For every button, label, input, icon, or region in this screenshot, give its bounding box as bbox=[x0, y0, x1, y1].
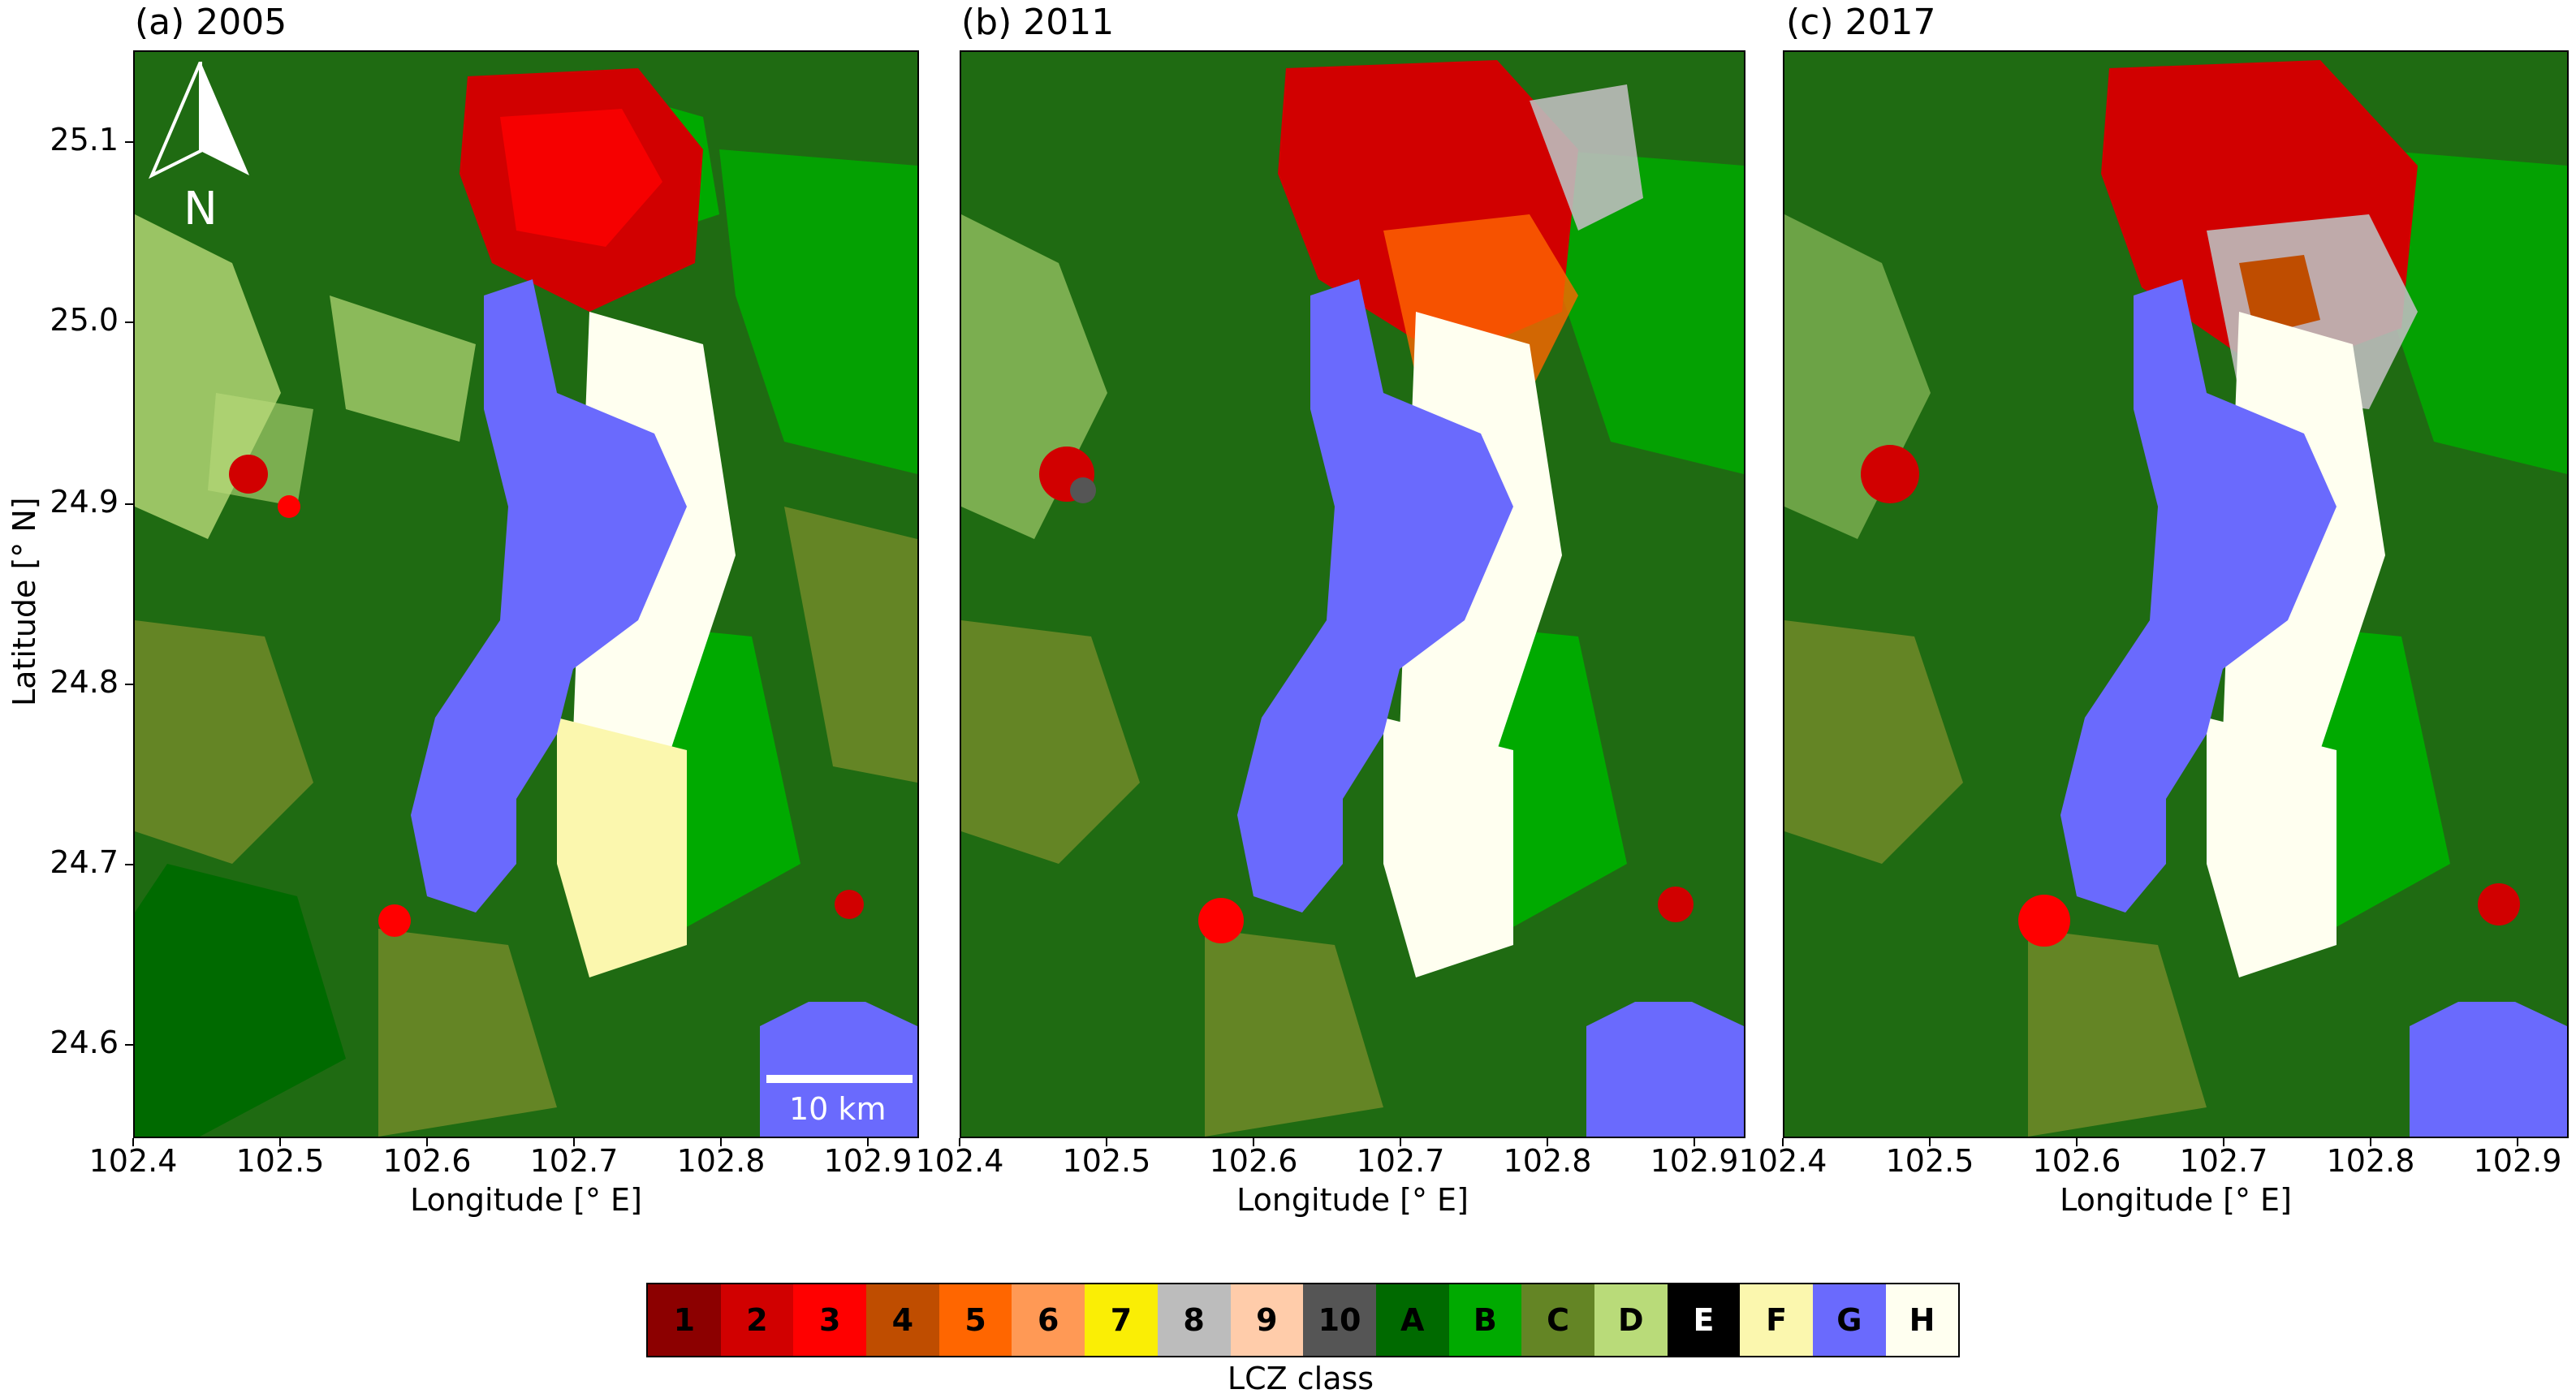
xtick-label: 102.4 bbox=[88, 1143, 178, 1179]
x-axis-label-a: Longitude [° E] bbox=[410, 1182, 642, 1218]
xtick-mark bbox=[1106, 1138, 1107, 1146]
x-axis-label-c: Longitude [° E] bbox=[2060, 1182, 2292, 1218]
ytick-mark bbox=[125, 141, 133, 143]
xtick-label: 102.8 bbox=[2326, 1143, 2415, 1179]
xtick-label: 102.6 bbox=[1209, 1143, 1298, 1179]
legend-swatch: 2 bbox=[720, 1284, 794, 1356]
xtick-label: 102.5 bbox=[1062, 1143, 1151, 1179]
ytick-mark bbox=[125, 503, 133, 505]
legend-swatch: D bbox=[1594, 1284, 1668, 1356]
legend-swatch: A bbox=[1375, 1284, 1449, 1356]
ytick-label: 24.6 bbox=[50, 1025, 119, 1060]
xtick-mark bbox=[959, 1138, 960, 1146]
map-panel-2005 bbox=[133, 50, 919, 1138]
ytick-label: 25.1 bbox=[50, 122, 119, 157]
xtick-mark bbox=[1929, 1138, 1931, 1146]
xtick-mark bbox=[1782, 1138, 1784, 1146]
legend-swatch: 9 bbox=[1230, 1284, 1304, 1356]
panel-title-b: (b) 2011 bbox=[961, 2, 1115, 43]
xtick-label: 102.4 bbox=[1738, 1143, 1827, 1179]
xtick-label: 102.8 bbox=[1503, 1143, 1592, 1179]
north-arrow-icon: N bbox=[149, 62, 249, 232]
legend-swatch: H bbox=[1885, 1284, 1959, 1356]
legend-swatch: G bbox=[1813, 1284, 1886, 1356]
xtick-mark bbox=[720, 1138, 722, 1146]
legend-swatch: 1 bbox=[648, 1284, 721, 1356]
legend-title: LCZ class bbox=[1227, 1361, 1374, 1396]
map-panel-2011 bbox=[960, 50, 1745, 1138]
ytick-mark bbox=[125, 321, 133, 323]
xtick-mark bbox=[867, 1138, 869, 1146]
xtick-label: 102.8 bbox=[676, 1143, 766, 1179]
ytick-mark bbox=[125, 1044, 133, 1046]
x-axis-label-b: Longitude [° E] bbox=[1236, 1182, 1469, 1218]
legend-swatch: B bbox=[1448, 1284, 1522, 1356]
xtick-label: 102.4 bbox=[915, 1143, 1004, 1179]
legend-swatch: C bbox=[1521, 1284, 1594, 1356]
xtick-mark bbox=[1694, 1138, 1695, 1146]
lcz-map-2005 bbox=[135, 52, 917, 1137]
lcz-map-2011 bbox=[961, 52, 1744, 1137]
north-label: N bbox=[183, 183, 218, 232]
xtick-label: 102.7 bbox=[2179, 1143, 2268, 1179]
legend-swatch: 8 bbox=[1157, 1284, 1231, 1356]
xtick-mark bbox=[2370, 1138, 2371, 1146]
legend-swatch: F bbox=[1740, 1284, 1813, 1356]
ytick-label: 24.8 bbox=[50, 664, 119, 700]
scale-label: 10 km bbox=[789, 1091, 887, 1127]
xtick-mark bbox=[2517, 1138, 2518, 1146]
xtick-mark bbox=[1253, 1138, 1254, 1146]
ytick-mark bbox=[125, 684, 133, 685]
xtick-mark bbox=[1400, 1138, 1401, 1146]
xtick-label: 102.7 bbox=[1356, 1143, 1445, 1179]
xtick-label: 102.5 bbox=[235, 1143, 325, 1179]
xtick-label: 102.6 bbox=[2032, 1143, 2121, 1179]
panel-title-a: (a) 2005 bbox=[135, 2, 287, 43]
lcz-legend: 1 2 3 4 5 6 7 8 9 10 A B C D E F G H bbox=[646, 1283, 1961, 1357]
xtick-mark bbox=[426, 1138, 428, 1146]
ytick-label: 24.7 bbox=[50, 844, 119, 880]
xtick-label: 102.6 bbox=[382, 1143, 472, 1179]
xtick-label: 102.9 bbox=[1650, 1143, 1739, 1179]
legend-swatch: 5 bbox=[938, 1284, 1012, 1356]
xtick-mark bbox=[2076, 1138, 2078, 1146]
scale-bar bbox=[766, 1075, 913, 1083]
legend-swatch: 3 bbox=[793, 1284, 867, 1356]
xtick-mark bbox=[573, 1138, 575, 1146]
legend-swatch: 10 bbox=[1303, 1284, 1376, 1356]
ytick-mark bbox=[125, 864, 133, 865]
legend-swatch: 7 bbox=[1085, 1284, 1158, 1356]
legend-swatch: E bbox=[1667, 1284, 1741, 1356]
legend-swatch: 4 bbox=[866, 1284, 939, 1356]
xtick-mark bbox=[2223, 1138, 2224, 1146]
legend-swatch: 6 bbox=[1012, 1284, 1085, 1356]
xtick-mark bbox=[279, 1138, 281, 1146]
xtick-label: 102.5 bbox=[1885, 1143, 1974, 1179]
xtick-label: 102.9 bbox=[2473, 1143, 2562, 1179]
xtick-label: 102.9 bbox=[823, 1143, 913, 1179]
xtick-mark bbox=[132, 1138, 134, 1146]
xtick-label: 102.7 bbox=[529, 1143, 619, 1179]
ytick-label: 25.0 bbox=[50, 302, 119, 338]
ytick-label: 24.9 bbox=[50, 484, 119, 520]
lcz-map-2017 bbox=[1784, 52, 2567, 1137]
xtick-mark bbox=[1547, 1138, 1548, 1146]
panel-title-c: (c) 2017 bbox=[1786, 2, 1936, 43]
map-panel-2017 bbox=[1783, 50, 2569, 1138]
